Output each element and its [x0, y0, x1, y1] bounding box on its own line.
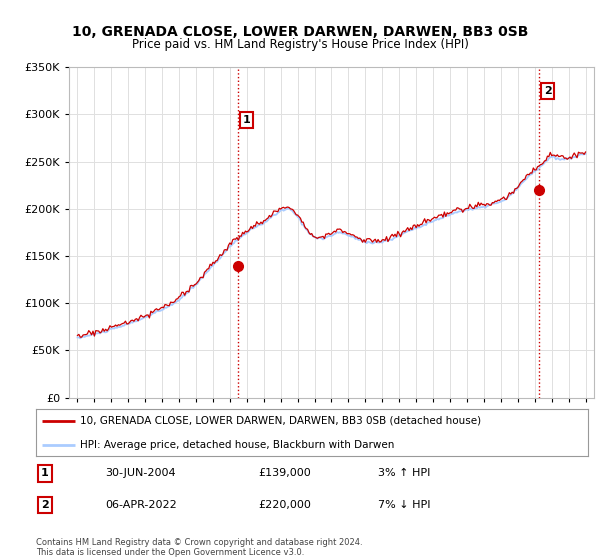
Text: 06-APR-2022: 06-APR-2022 — [105, 500, 177, 510]
Text: 30-JUN-2004: 30-JUN-2004 — [105, 468, 176, 478]
Text: 3% ↑ HPI: 3% ↑ HPI — [378, 468, 430, 478]
Text: Price paid vs. HM Land Registry's House Price Index (HPI): Price paid vs. HM Land Registry's House … — [131, 38, 469, 51]
Text: 10, GRENADA CLOSE, LOWER DARWEN, DARWEN, BB3 0SB (detached house): 10, GRENADA CLOSE, LOWER DARWEN, DARWEN,… — [80, 416, 481, 426]
Text: £220,000: £220,000 — [258, 500, 311, 510]
Text: 2: 2 — [544, 86, 551, 96]
Text: £139,000: £139,000 — [258, 468, 311, 478]
Text: 10, GRENADA CLOSE, LOWER DARWEN, DARWEN, BB3 0SB: 10, GRENADA CLOSE, LOWER DARWEN, DARWEN,… — [72, 25, 528, 39]
Text: HPI: Average price, detached house, Blackburn with Darwen: HPI: Average price, detached house, Blac… — [80, 440, 395, 450]
Text: 1: 1 — [243, 115, 251, 125]
Text: Contains HM Land Registry data © Crown copyright and database right 2024.
This d: Contains HM Land Registry data © Crown c… — [36, 538, 362, 557]
Text: 2: 2 — [41, 500, 49, 510]
Text: 1: 1 — [41, 468, 49, 478]
Text: 7% ↓ HPI: 7% ↓ HPI — [378, 500, 431, 510]
